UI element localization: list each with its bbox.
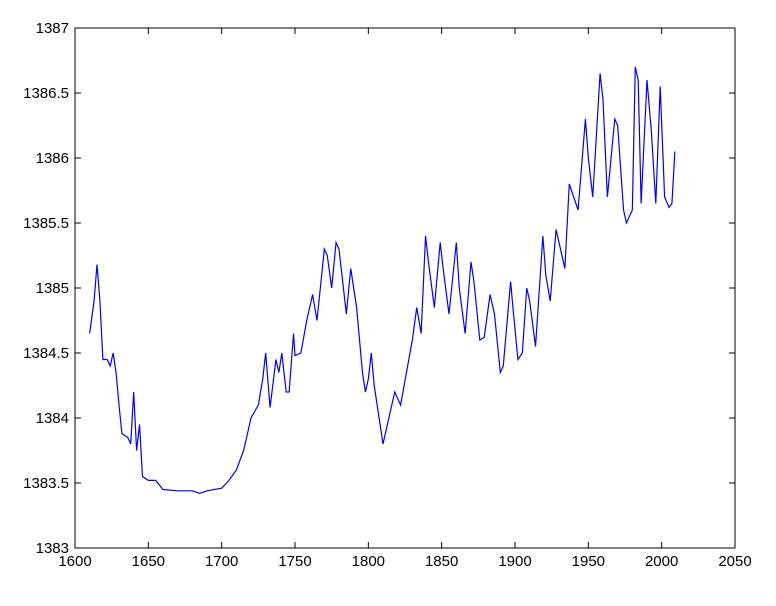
x-tick-label: 1650 [132,553,165,570]
x-tick-label: 1950 [572,553,605,570]
x-tick-label: 1900 [498,553,531,570]
x-tick-label: 1800 [352,553,385,570]
plot-frame [74,27,736,549]
y-tick-label: 1386 [36,150,69,167]
data-line [89,66,676,495]
y-tick-label: 1385.5 [23,215,69,232]
x-tick-label: 1750 [278,553,311,570]
y-tick-label: 1384 [36,410,69,427]
y-tick-label: 1387 [36,20,69,37]
y-tick-label: 1386.5 [23,85,69,102]
x-tick-label: 1850 [425,553,458,570]
x-tick-label: 1600 [58,553,91,570]
y-tick-label: 1384.5 [23,345,69,362]
x-tick-label: 2050 [718,553,751,570]
y-tick-label: 1383 [36,540,69,557]
y-tick-label: 1385 [36,280,69,297]
y-tick-label: 1383.5 [23,475,69,492]
x-tick-label: 1700 [205,553,238,570]
x-tick-label: 2000 [645,553,678,570]
